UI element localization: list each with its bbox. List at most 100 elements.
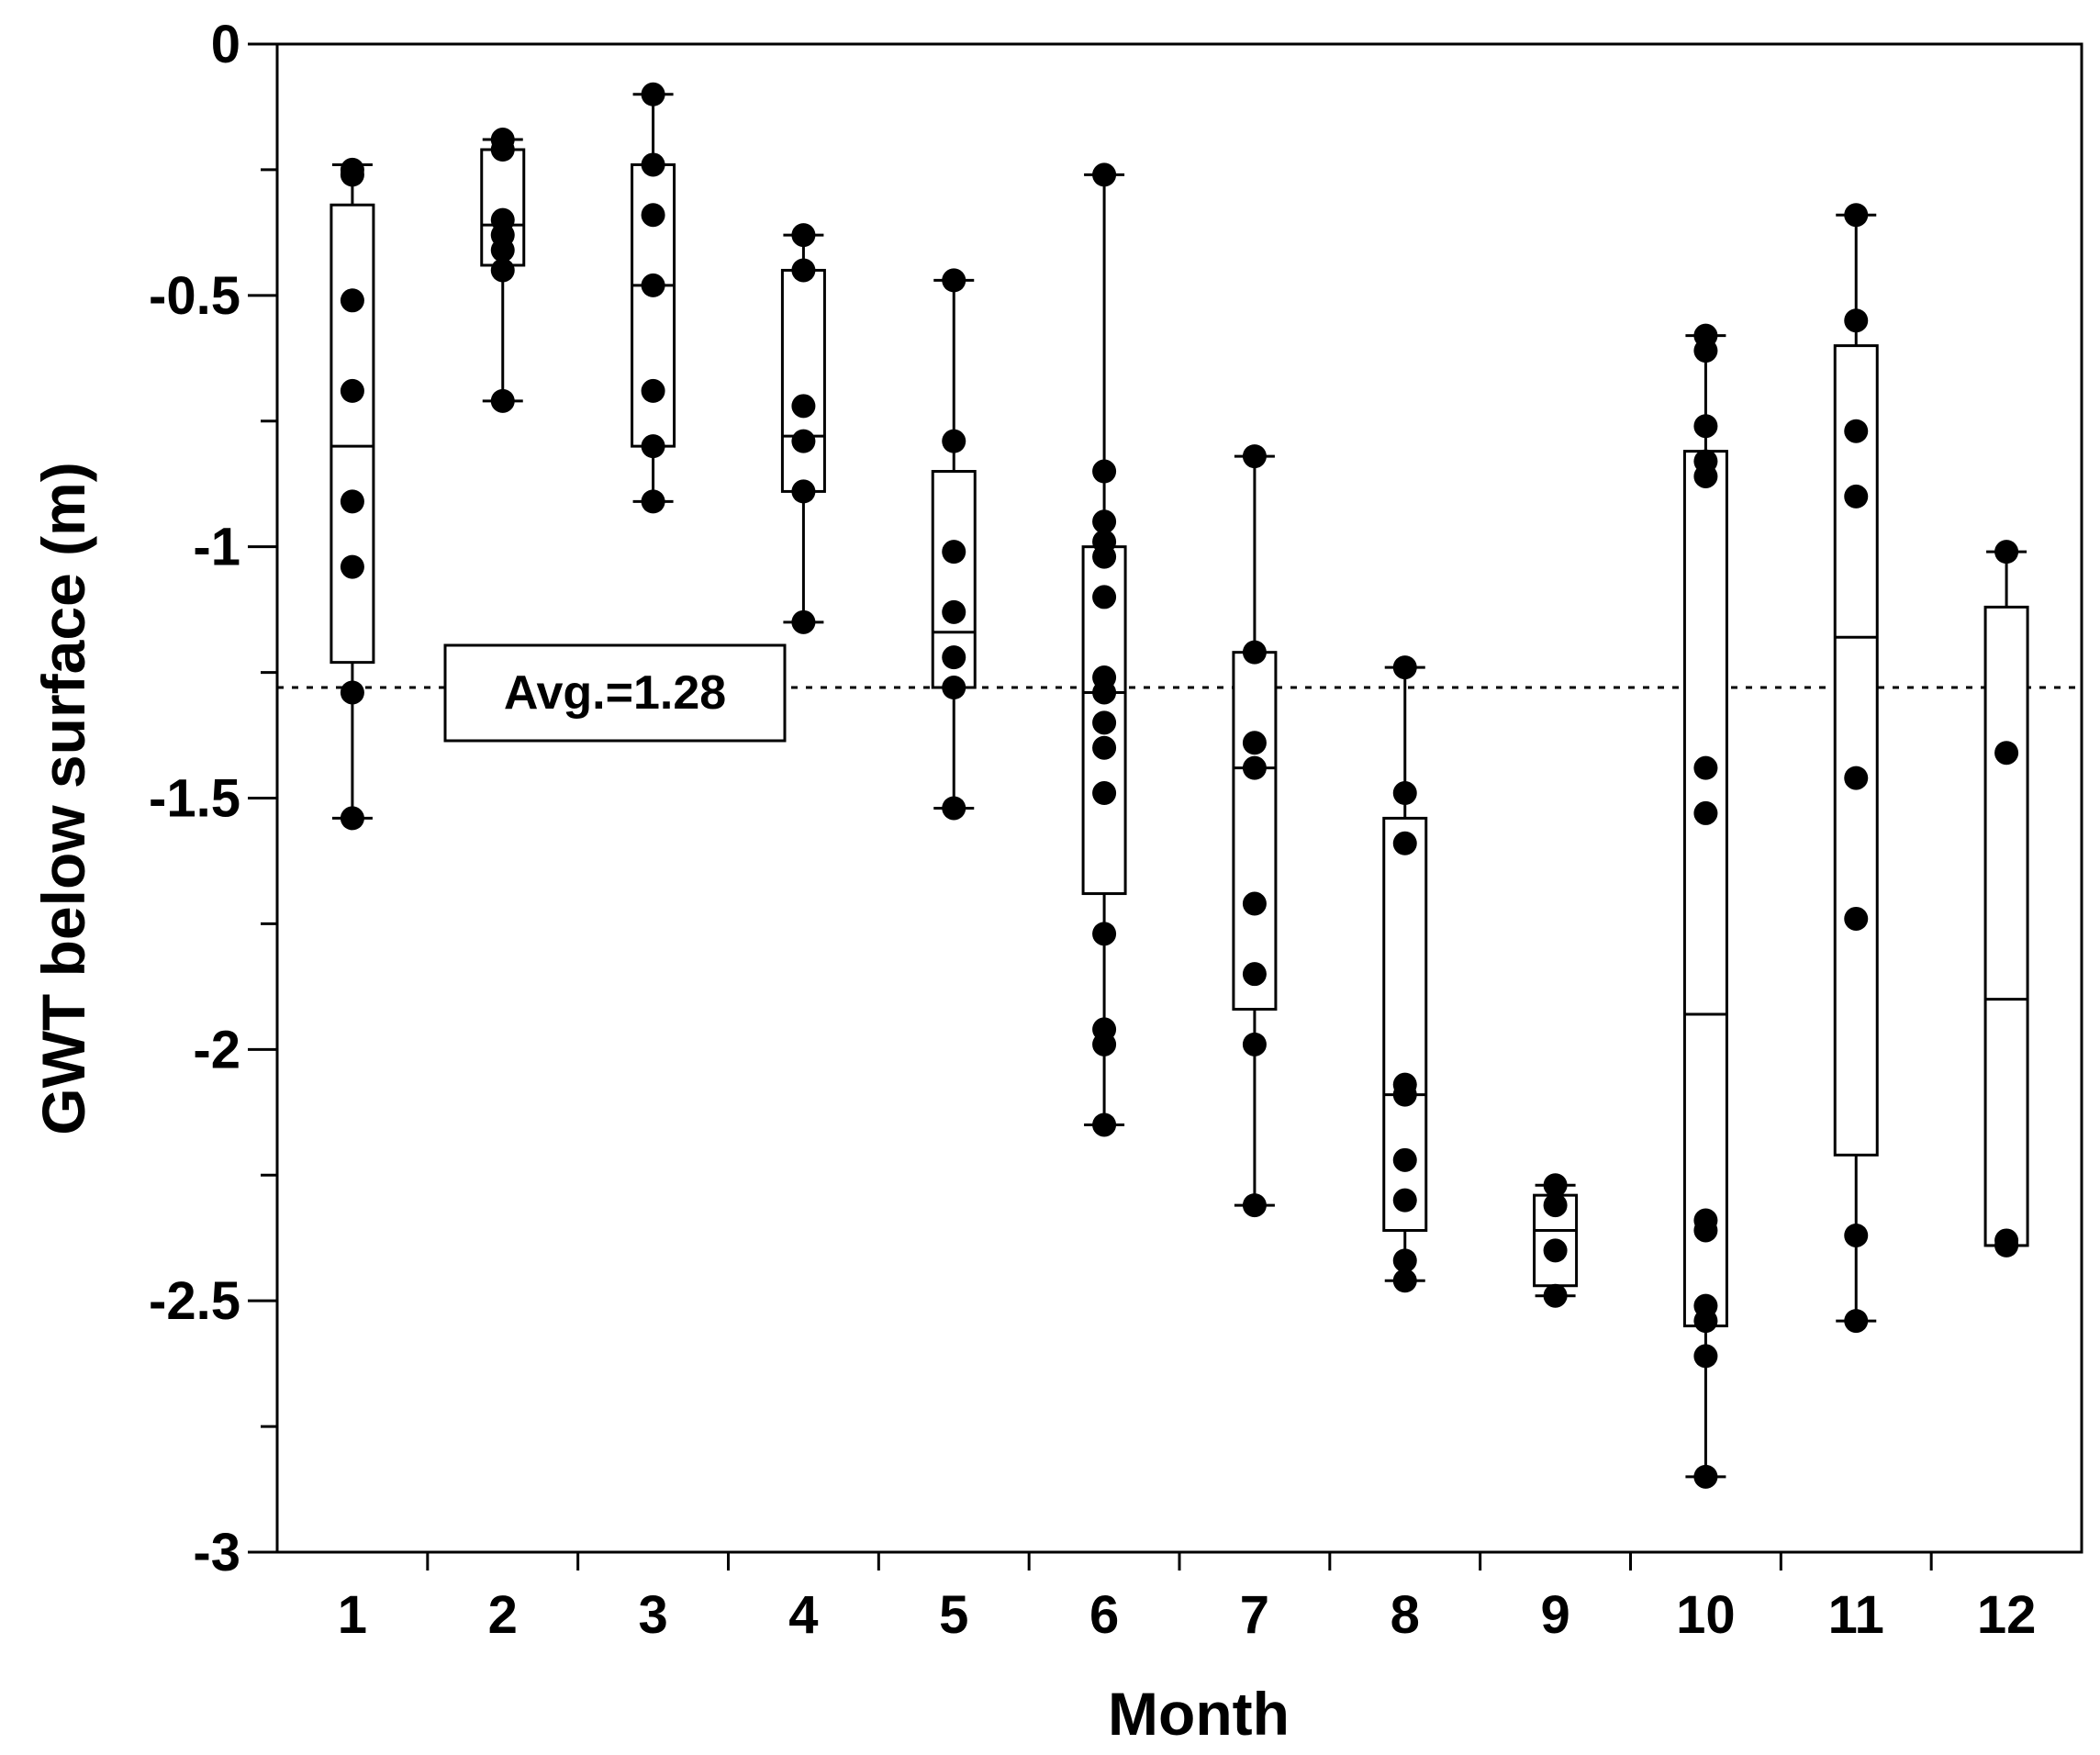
data-point-month-10 bbox=[1693, 800, 1718, 825]
data-point-month-1 bbox=[340, 554, 364, 579]
data-point-month-3 bbox=[641, 203, 665, 228]
x-tick-label: 2 bbox=[488, 1585, 518, 1645]
x-tick-label: 3 bbox=[638, 1585, 667, 1645]
data-point-month-6 bbox=[1092, 710, 1117, 735]
data-point-month-8 bbox=[1392, 1188, 1417, 1213]
data-point-month-5 bbox=[942, 676, 966, 700]
data-point-month-8 bbox=[1392, 831, 1417, 855]
data-point-month-10 bbox=[1693, 464, 1718, 488]
x-axis-title: Month bbox=[1108, 1680, 1290, 1748]
y-tick-label: -1 bbox=[193, 518, 240, 577]
data-point-month-11 bbox=[1844, 203, 1869, 228]
x-tick-label: 10 bbox=[1676, 1585, 1736, 1645]
x-tick-label: 12 bbox=[1977, 1585, 2037, 1645]
data-point-month-12 bbox=[1994, 540, 2019, 565]
data-point-month-9 bbox=[1543, 1173, 1568, 1198]
x-tick-label: 8 bbox=[1391, 1585, 1420, 1645]
data-point-month-3 bbox=[641, 152, 665, 177]
data-point-month-9 bbox=[1543, 1193, 1568, 1218]
box-month-6 bbox=[1081, 173, 1127, 1126]
box-series bbox=[330, 93, 2029, 1479]
data-point-month-10 bbox=[1693, 339, 1718, 363]
data-point-month-10 bbox=[1693, 1464, 1718, 1489]
x-tick-label: 5 bbox=[939, 1585, 968, 1645]
y-axis: 0 -0.5 -1 -1.5 -2 -2.5 -3 bbox=[149, 15, 277, 1582]
data-point-month-2 bbox=[490, 138, 515, 162]
box-month-1 bbox=[330, 162, 375, 820]
interquartile-box bbox=[1232, 651, 1278, 1012]
y-axis-title: GWT below surface (m) bbox=[29, 462, 97, 1135]
data-point-month-8 bbox=[1392, 781, 1417, 806]
data-point-month-6 bbox=[1092, 735, 1117, 760]
data-point-month-3 bbox=[641, 489, 665, 514]
data-point-month-11 bbox=[1844, 308, 1869, 333]
x-tick-label: 7 bbox=[1240, 1585, 1269, 1645]
data-point-month-5 bbox=[942, 540, 966, 565]
data-point-month-1 bbox=[340, 162, 364, 187]
x-tick-label: 9 bbox=[1540, 1585, 1569, 1645]
data-point-month-7 bbox=[1242, 1193, 1267, 1218]
data-point-month-1 bbox=[340, 806, 364, 831]
data-point-month-2 bbox=[490, 238, 515, 263]
data-point-month-4 bbox=[791, 609, 816, 634]
data-point-month-4 bbox=[791, 479, 816, 504]
data-point-month-5 bbox=[942, 645, 966, 670]
x-tick-label: 1 bbox=[338, 1585, 367, 1645]
data-point-month-7 bbox=[1242, 962, 1267, 987]
data-point-month-3 bbox=[641, 273, 665, 297]
average-annotation-label: Avg.=1.28 bbox=[504, 666, 726, 720]
data-point-month-5 bbox=[942, 599, 966, 624]
average-annotation-box bbox=[443, 643, 787, 743]
data-point-month-12 bbox=[1994, 741, 2019, 766]
data-point-month-8 bbox=[1392, 1248, 1417, 1273]
box-month-12 bbox=[1983, 550, 2029, 1247]
data-point-month-6 bbox=[1092, 1112, 1117, 1137]
x-tick-label: 4 bbox=[788, 1585, 818, 1645]
data-point-month-4 bbox=[791, 223, 816, 248]
data-point-month-4 bbox=[791, 258, 816, 283]
data-point-month-8 bbox=[1392, 1082, 1417, 1107]
data-point-month-6 bbox=[1092, 459, 1117, 484]
data-points bbox=[340, 82, 2019, 1489]
data-point-month-5 bbox=[942, 268, 966, 293]
data-point-month-4 bbox=[791, 429, 816, 453]
box-month-4 bbox=[780, 233, 826, 624]
data-point-month-5 bbox=[942, 429, 966, 453]
data-point-month-6 bbox=[1092, 162, 1117, 187]
y-tick-label: -1.5 bbox=[149, 769, 240, 829]
x-tick-label: 11 bbox=[1828, 1585, 1884, 1645]
data-point-month-1 bbox=[340, 378, 364, 403]
plot-frame bbox=[275, 42, 2083, 1554]
data-point-month-12 bbox=[1994, 1233, 2019, 1258]
data-point-month-11 bbox=[1844, 906, 1869, 931]
data-point-month-7 bbox=[1242, 1032, 1267, 1056]
data-point-month-11 bbox=[1844, 1223, 1869, 1247]
data-point-month-1 bbox=[340, 489, 364, 514]
data-point-month-9 bbox=[1543, 1283, 1568, 1308]
y-tick-label: -3 bbox=[193, 1523, 240, 1582]
data-point-month-2 bbox=[490, 258, 515, 283]
data-point-month-9 bbox=[1543, 1238, 1568, 1263]
x-axis: 1 2 3 4 5 6 7 8 9 10 11 12 bbox=[338, 1552, 2037, 1645]
y-tick-label: 0 bbox=[211, 15, 240, 74]
data-point-month-7 bbox=[1242, 755, 1267, 780]
data-point-month-3 bbox=[641, 434, 665, 459]
data-point-month-6 bbox=[1092, 1032, 1117, 1056]
data-point-month-3 bbox=[641, 378, 665, 403]
data-point-month-8 bbox=[1392, 655, 1417, 680]
box-month-11 bbox=[1833, 213, 1879, 1323]
data-point-month-10 bbox=[1693, 1309, 1718, 1334]
box-month-7 bbox=[1232, 454, 1278, 1207]
x-tick-label: 6 bbox=[1089, 1585, 1119, 1645]
interquartile-box bbox=[1983, 605, 2029, 1247]
data-point-month-7 bbox=[1242, 640, 1267, 665]
data-point-month-3 bbox=[641, 82, 665, 106]
data-point-month-11 bbox=[1844, 766, 1869, 790]
data-point-month-7 bbox=[1242, 731, 1267, 755]
data-point-month-10 bbox=[1693, 1344, 1718, 1369]
data-point-month-6 bbox=[1092, 509, 1117, 534]
average-annotation: Avg.=1.28 bbox=[443, 643, 787, 743]
data-point-month-10 bbox=[1693, 1218, 1718, 1243]
data-point-month-8 bbox=[1392, 1269, 1417, 1293]
